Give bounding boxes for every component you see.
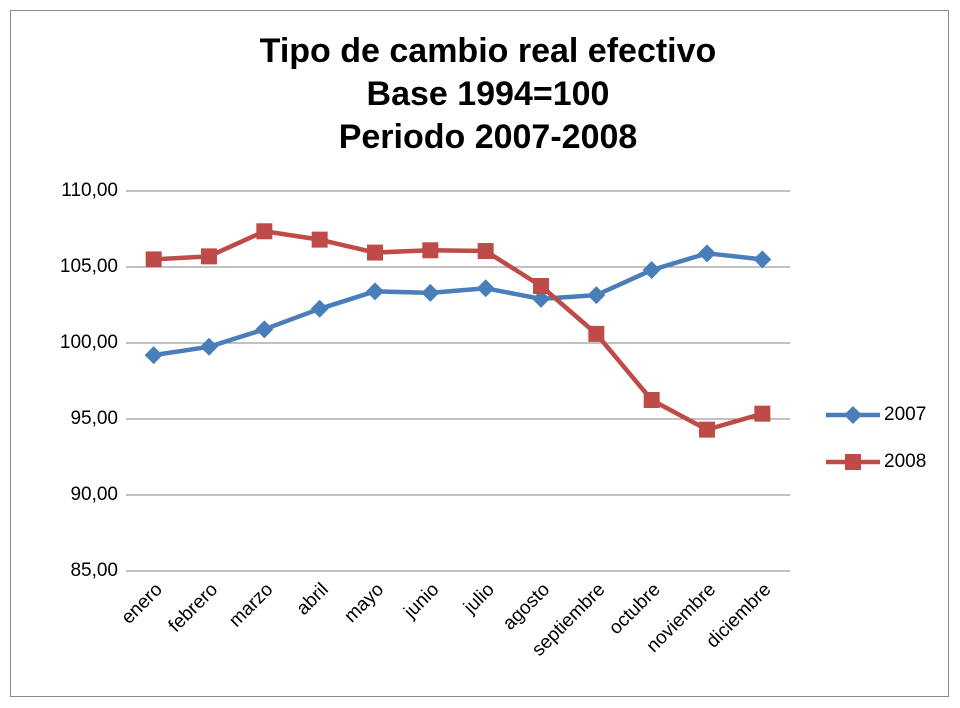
data-point xyxy=(310,299,329,318)
series-line xyxy=(153,251,763,358)
data-point xyxy=(642,261,661,280)
legend-label: 2007 xyxy=(884,404,926,425)
data-point xyxy=(532,289,550,308)
data-point xyxy=(422,242,439,259)
y-tick-label: 100,00 xyxy=(60,332,118,353)
y-tick-label: 105,00 xyxy=(60,256,118,277)
data-point xyxy=(587,286,606,305)
y-tick-label: 110,00 xyxy=(61,180,118,201)
data-point xyxy=(255,320,274,339)
data-point xyxy=(699,421,715,438)
data-point xyxy=(588,325,605,342)
data-point xyxy=(421,283,440,302)
chart-title: Tipo de cambio real efectivo xyxy=(260,32,717,70)
data-point xyxy=(367,244,383,261)
series-line xyxy=(153,229,763,432)
data-point xyxy=(145,251,162,268)
legend-label: 2008 xyxy=(884,451,926,472)
data-point xyxy=(311,231,328,248)
y-tick-label: 95,00 xyxy=(70,408,118,429)
data-point xyxy=(476,279,495,298)
y-tick-label: 90,00 xyxy=(70,484,118,505)
data-point xyxy=(200,337,218,356)
data-point xyxy=(256,223,273,240)
legend-marker xyxy=(845,454,861,470)
data-point xyxy=(144,346,163,365)
data-point xyxy=(366,282,384,301)
data-point xyxy=(754,405,771,422)
chart-title: Base 1994=100 xyxy=(367,75,610,113)
data-point xyxy=(533,278,549,294)
data-point xyxy=(698,244,716,263)
y-tick-label: 85,00 xyxy=(70,560,118,581)
chart-title: Periodo 2007-2008 xyxy=(339,118,638,156)
data-point xyxy=(753,250,772,269)
data-point xyxy=(201,248,217,265)
legend-marker xyxy=(844,406,862,424)
data-point xyxy=(643,392,660,408)
data-point xyxy=(477,243,494,260)
